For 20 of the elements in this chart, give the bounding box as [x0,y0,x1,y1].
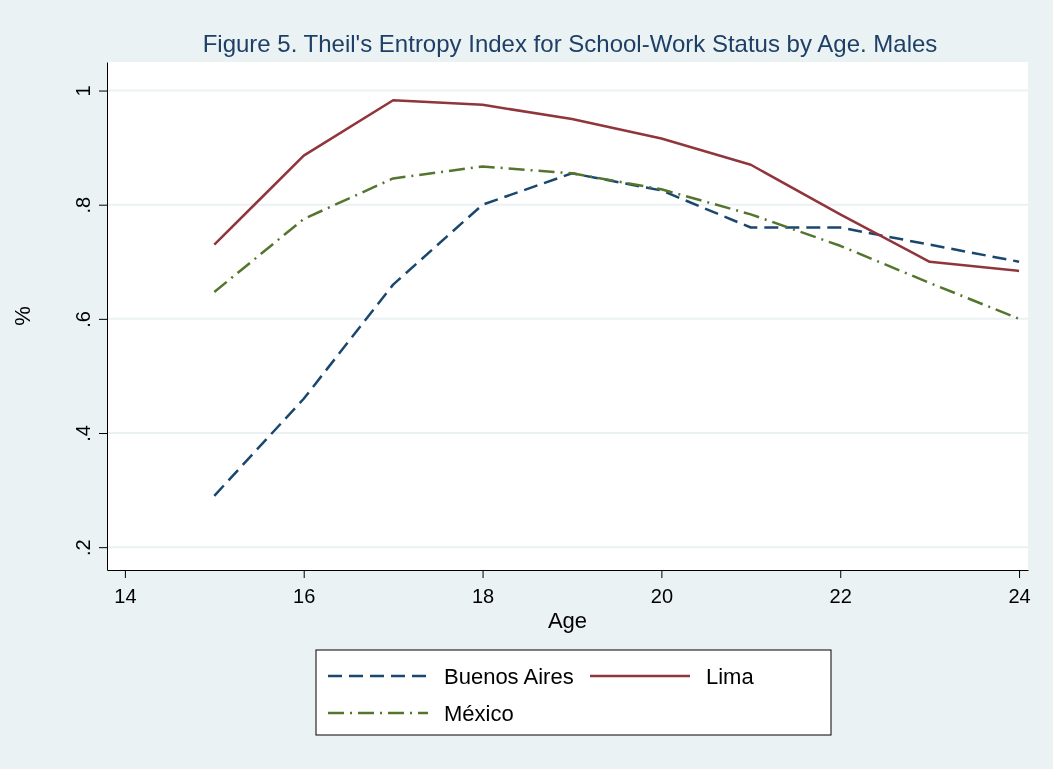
line-series [213,98,1021,273]
x-tick-label: 18 [471,585,495,607]
line-series [213,165,1021,321]
y-tick-label: 1 [72,85,95,97]
y-tick-label: .4 [72,425,95,442]
x-tick-label: 16 [293,585,316,607]
y-tick-label: .2 [72,539,95,557]
x-tick-label: 20 [650,585,674,607]
legend-label: México [444,701,514,726]
chart-title: Figure 5. Theil's Entropy Index for School-Work Status by Age. Males [202,30,938,57]
legend-label: Buenos Aires [444,664,574,689]
x-tick-label: 22 [829,585,852,607]
x-axis-title: Age [547,608,588,633]
x-tick-label: 14 [114,585,137,607]
x-tick-label: 24 [1008,585,1031,607]
legend-label: Lima [706,664,755,689]
line-series [213,172,1021,498]
y-tick-label: .6 [72,311,95,328]
y-tick-label: .8 [72,196,95,214]
y-axis-title: % [10,306,35,326]
